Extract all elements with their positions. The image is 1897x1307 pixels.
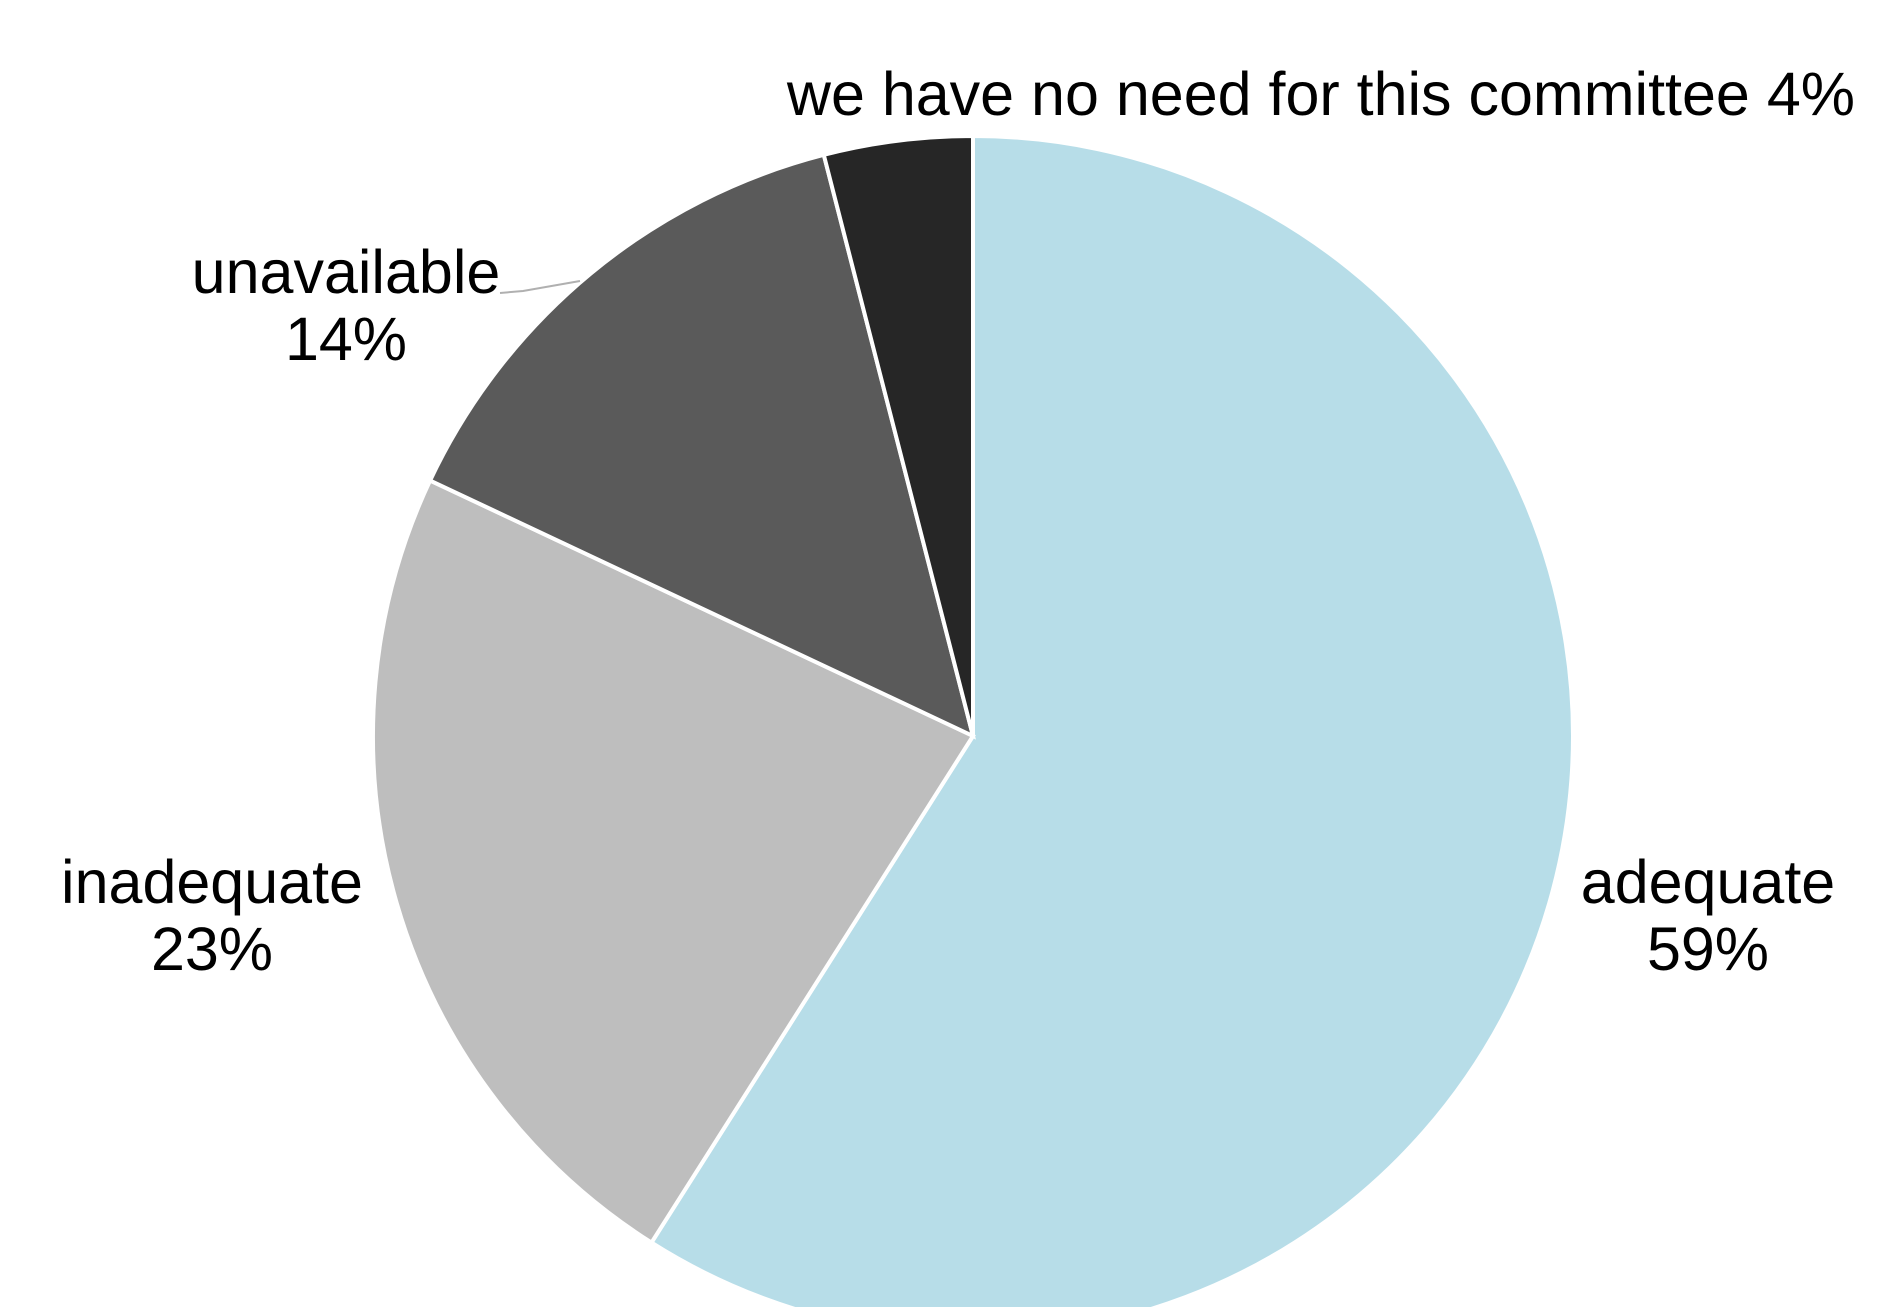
pie-slices	[370, 133, 1575, 1307]
pie-slice-adequate	[648, 133, 1575, 1307]
slice-label-inadequate: inadequate	[61, 848, 363, 916]
pie-slice-we-have-no-need-for-this-committee	[821, 133, 975, 737]
pie-labels: adequate 59% inadequate 23% unavailable …	[61, 60, 1855, 983]
slice-label-adequate: adequate	[1581, 848, 1835, 916]
slice-value-inadequate: 23%	[151, 915, 273, 983]
slice-label-no-need: we have no need for this committee 4%	[786, 60, 1855, 128]
slice-value-unavailable: 14%	[285, 305, 407, 373]
slice-label-no-need-text: we have no need for this committee	[786, 60, 1750, 128]
slice-label-unavailable: unavailable	[192, 238, 501, 306]
slice-value-no-need	[1750, 60, 1767, 128]
slice-value-no-need-text: 4%	[1767, 60, 1855, 128]
leader-line-unavailable	[499, 280, 581, 294]
slice-value-adequate: 59%	[1647, 915, 1769, 983]
pie-slice-unavailable	[427, 152, 976, 740]
pie-slice-inadequate	[370, 477, 976, 1246]
